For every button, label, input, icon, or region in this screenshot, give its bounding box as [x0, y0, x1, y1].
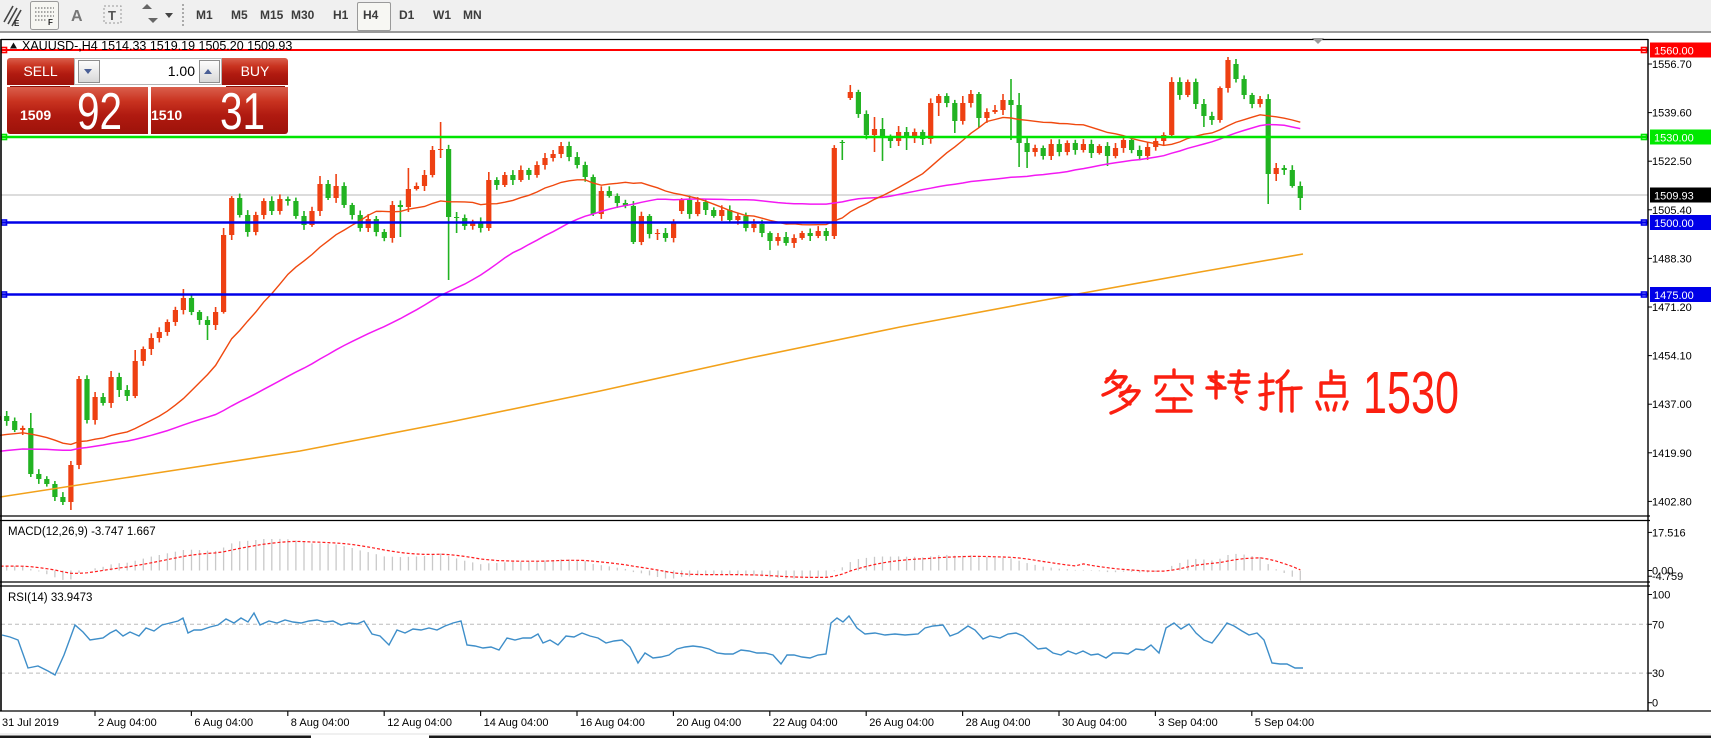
svg-text:2 Aug 04:00: 2 Aug 04:00 — [98, 717, 157, 729]
svg-text:1500.00: 1500.00 — [1654, 218, 1694, 230]
svg-text:RSI(14) 33.9473: RSI(14) 33.9473 — [8, 592, 92, 604]
svg-text:1475.00: 1475.00 — [1654, 290, 1694, 302]
svg-text:17.516: 17.516 — [1652, 527, 1686, 539]
svg-text:22 Aug 04:00: 22 Aug 04:00 — [773, 717, 838, 729]
svg-text:1522.50: 1522.50 — [1652, 156, 1692, 168]
svg-text:100: 100 — [1652, 590, 1670, 602]
svg-text:MACD(12,26,9) -3.747 1.667: MACD(12,26,9) -3.747 1.667 — [8, 526, 156, 538]
svg-text:5 Sep 04:00: 5 Sep 04:00 — [1255, 717, 1314, 729]
svg-text:14 Aug 04:00: 14 Aug 04:00 — [484, 717, 549, 729]
svg-text:3 Sep 04:00: 3 Sep 04:00 — [1158, 717, 1217, 729]
svg-text:1471.20: 1471.20 — [1652, 302, 1692, 314]
svg-text:0: 0 — [1652, 698, 1658, 710]
svg-text:30 Aug 04:00: 30 Aug 04:00 — [1062, 717, 1127, 729]
svg-text:1488.30: 1488.30 — [1652, 253, 1692, 265]
svg-text:E: E — [14, 19, 20, 28]
svg-text:28 Aug 04:00: 28 Aug 04:00 — [966, 717, 1031, 729]
svg-text:1530.00: 1530.00 — [1654, 133, 1694, 145]
svg-text:1560.00: 1560.00 — [1654, 46, 1694, 58]
svg-text:-4.759: -4.759 — [1652, 571, 1683, 583]
svg-text:6 Aug 04:00: 6 Aug 04:00 — [194, 717, 253, 729]
svg-text:26 Aug 04:00: 26 Aug 04:00 — [869, 717, 934, 729]
svg-text:1539.60: 1539.60 — [1652, 108, 1692, 120]
svg-text:1505.40: 1505.40 — [1652, 205, 1692, 217]
svg-text:1454.10: 1454.10 — [1652, 351, 1692, 363]
svg-text:XAUUSD-,H4 1514.33 1519.19 15: XAUUSD-,H4 1514.33 1519.19 1505.20 1509.… — [22, 39, 292, 53]
svg-text:F: F — [48, 18, 53, 27]
svg-text:20 Aug 04:00: 20 Aug 04:00 — [676, 717, 741, 729]
svg-text:A: A — [71, 8, 83, 25]
svg-text:16 Aug 04:00: 16 Aug 04:00 — [580, 717, 645, 729]
svg-text:1402.80: 1402.80 — [1652, 496, 1692, 508]
svg-text:1437.00: 1437.00 — [1652, 399, 1692, 411]
svg-text:31 Jul 2019: 31 Jul 2019 — [2, 717, 59, 729]
svg-text:70: 70 — [1652, 619, 1664, 631]
svg-text:1556.70: 1556.70 — [1652, 59, 1692, 71]
svg-text:8 Aug 04:00: 8 Aug 04:00 — [291, 717, 350, 729]
svg-text:1419.90: 1419.90 — [1652, 448, 1692, 460]
svg-text:12 Aug 04:00: 12 Aug 04:00 — [387, 717, 452, 729]
svg-text:0.00: 0.00 — [1652, 566, 1673, 578]
svg-text:1509.93: 1509.93 — [1654, 191, 1694, 203]
svg-text:T: T — [108, 8, 116, 23]
svg-text:1530: 1530 — [1363, 360, 1459, 426]
svg-text:30: 30 — [1652, 668, 1664, 680]
